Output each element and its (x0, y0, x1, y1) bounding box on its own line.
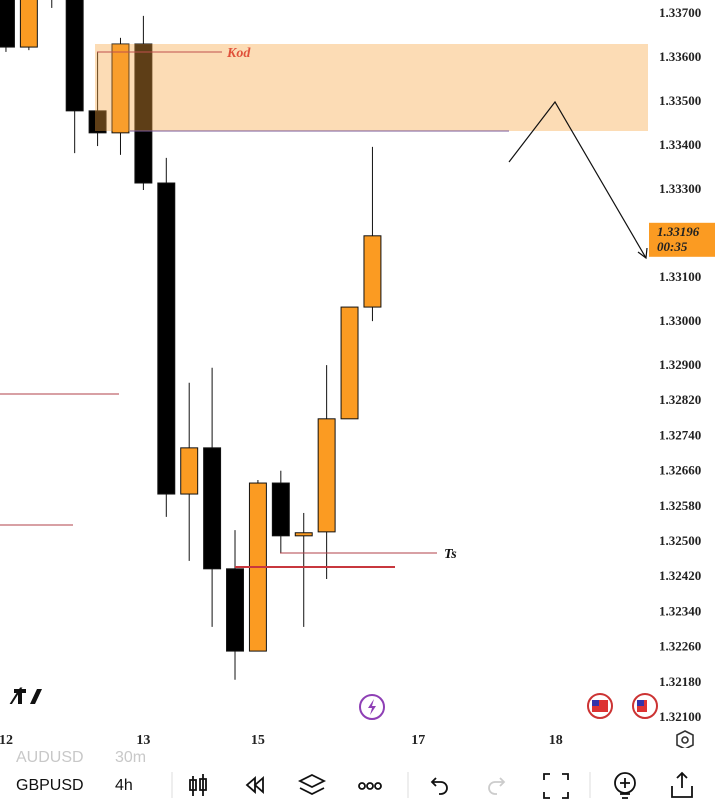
prev-interval: 30m (115, 749, 146, 766)
candle-body (111, 43, 130, 134)
arrow-head (637, 247, 648, 260)
y-tick-label: 1.32660 (659, 463, 701, 478)
y-tick-label: 1.32420 (659, 568, 701, 583)
candle-body (88, 110, 107, 134)
candle-body (294, 532, 313, 537)
more-icon (366, 782, 374, 790)
layers-icon[interactable] (297, 773, 327, 796)
y-tick-label: 1.33500 (659, 93, 701, 108)
zone (95, 44, 648, 131)
add-icon[interactable] (614, 772, 636, 794)
candle-body (317, 418, 336, 533)
y-tick-label: 1.32740 (659, 427, 701, 442)
ts-label: Ts (444, 547, 457, 562)
candle-body (203, 447, 222, 570)
logo (14, 689, 42, 704)
symbol[interactable]: GBPUSD (16, 777, 84, 794)
y-tick-label: 1.32340 (659, 603, 701, 618)
candles (0, 0, 382, 680)
share-icon[interactable] (671, 771, 693, 798)
last-price-tag (649, 222, 715, 257)
path-arrow (508, 100, 647, 259)
candle-body (226, 568, 244, 652)
kod-label: Kod (226, 46, 251, 61)
x-tick-label: 17 (411, 733, 425, 748)
y-tick-label: 1.32580 (659, 498, 701, 513)
x-tick-label: 15 (251, 733, 265, 748)
x-axis: 12 13 15 17 18 (0, 733, 563, 748)
y-tick-label: 1.32180 (659, 674, 701, 689)
settings-icon (681, 736, 689, 744)
candle-body (19, 0, 38, 48)
prev-symbol: AUDUSD (16, 749, 84, 766)
flag-icon (637, 700, 644, 706)
y-tick-label: 1.33100 (659, 269, 701, 284)
last-price: 1.33196 (657, 224, 700, 239)
candle-body (180, 447, 199, 495)
more-icon[interactable] (358, 782, 366, 790)
y-tick-label: 1.33600 (659, 49, 701, 64)
countdown: 00:35 (657, 239, 688, 254)
candle-body (271, 482, 290, 537)
events-icon (368, 699, 376, 715)
y-tick-label: 1.33700 (659, 5, 701, 20)
y-tick-label: 1.32500 (659, 533, 701, 548)
more-icon (374, 782, 382, 790)
undo-icon[interactable] (430, 777, 448, 795)
candle-body (65, 0, 84, 112)
y-tick-label: 1.32820 (659, 392, 701, 407)
settings-icon[interactable] (676, 730, 694, 750)
flag-icon (592, 700, 599, 706)
replay-icon[interactable] (245, 776, 264, 794)
candle-body (363, 235, 382, 308)
chart-type-icon[interactable] (189, 774, 207, 796)
interval[interactable]: 4h (115, 777, 133, 794)
candle-body (157, 182, 176, 495)
toolbar-icons (189, 771, 693, 799)
add-icon (620, 778, 630, 799)
candle-body (0, 0, 15, 48)
redo-icon[interactable] (488, 777, 506, 795)
fullscreen-icon[interactable] (543, 773, 569, 799)
y-axis: 1.33700 1.33600 1.33500 1.33400 1.33300 1.331… (659, 5, 701, 724)
toolbar (0, 748, 718, 808)
x-tick-label: 18 (549, 733, 563, 748)
y-tick-label: 1.32100 (659, 709, 701, 724)
candle-body (340, 306, 359, 420)
y-tick-label: 1.32260 (659, 639, 701, 654)
y-tick-label: 1.33300 (659, 181, 701, 196)
x-tick-label: 13 (136, 733, 150, 748)
candle-body (134, 43, 153, 184)
events-icon[interactable] (359, 694, 385, 720)
x-tick-label: 12 (0, 733, 13, 748)
y-tick-label: 1.33400 (659, 137, 701, 152)
y-tick-label: 1.33000 (659, 313, 701, 328)
y-tick-label: 1.32900 (659, 357, 701, 372)
